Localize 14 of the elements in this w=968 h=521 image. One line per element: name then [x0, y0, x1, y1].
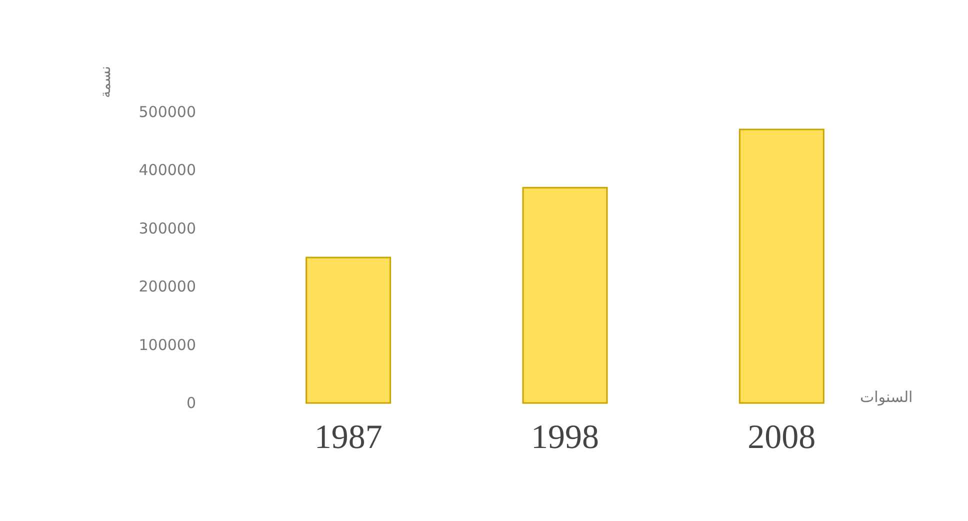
x-tick-label: 1987 — [314, 419, 382, 456]
y-tick-label: 100000 — [138, 336, 196, 354]
y-tick-label: 300000 — [138, 219, 196, 238]
bar — [738, 128, 824, 404]
bar — [522, 186, 608, 404]
y-tick-label: 500000 — [138, 103, 196, 121]
y-tick-label: 0 — [186, 394, 196, 412]
bar — [306, 256, 392, 404]
y-tick-label: 400000 — [138, 161, 196, 180]
y-axis-title: نسمة — [98, 66, 114, 98]
y-tick-label: 200000 — [138, 278, 196, 296]
x-tick-label: 1998 — [531, 419, 599, 456]
x-tick-label: 2008 — [748, 419, 816, 456]
x-axis-title: السنوات — [860, 388, 913, 406]
